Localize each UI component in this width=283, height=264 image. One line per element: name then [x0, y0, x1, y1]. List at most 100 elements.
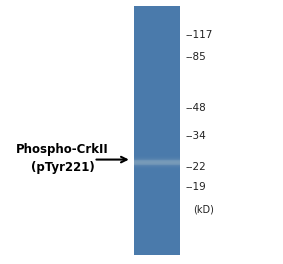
Bar: [134, 143, 179, 144]
Bar: [134, 46, 179, 48]
Bar: [134, 254, 179, 256]
Bar: [134, 12, 179, 13]
Bar: [134, 144, 179, 145]
Bar: [134, 7, 179, 8]
Text: --34: --34: [185, 131, 206, 141]
Bar: [134, 105, 179, 106]
Bar: [134, 199, 179, 200]
Bar: [134, 200, 179, 201]
Bar: [134, 209, 179, 210]
Bar: [134, 92, 179, 93]
Bar: [134, 177, 179, 178]
Bar: [134, 116, 179, 117]
Bar: [134, 241, 179, 242]
Bar: [134, 189, 179, 190]
Bar: [134, 98, 179, 99]
Bar: [134, 63, 179, 64]
Bar: [134, 70, 179, 72]
Bar: [134, 104, 179, 105]
Bar: [134, 52, 179, 53]
Bar: [134, 21, 179, 22]
Bar: [134, 160, 179, 162]
Bar: [134, 75, 179, 76]
Bar: [134, 175, 179, 176]
Bar: [134, 16, 179, 17]
Bar: [134, 174, 179, 175]
Bar: [134, 28, 179, 29]
Bar: [134, 242, 179, 243]
Bar: [134, 201, 179, 202]
Bar: [134, 170, 179, 171]
Bar: [134, 204, 179, 205]
Bar: [134, 248, 179, 249]
Bar: [134, 31, 179, 32]
Bar: [134, 159, 179, 160]
Bar: [134, 169, 179, 170]
Bar: [134, 41, 179, 43]
Bar: [134, 135, 179, 136]
Bar: [134, 150, 179, 152]
Bar: [134, 222, 179, 223]
Bar: [134, 26, 179, 27]
Bar: [134, 73, 179, 74]
Bar: [134, 206, 179, 207]
Bar: [134, 60, 179, 62]
Bar: [134, 190, 179, 191]
Bar: [134, 155, 179, 157]
Bar: [134, 12, 179, 13]
Bar: [134, 87, 179, 88]
Bar: [134, 138, 179, 139]
Bar: [134, 185, 179, 186]
Bar: [134, 246, 179, 247]
Bar: [134, 166, 179, 167]
Bar: [134, 130, 179, 131]
Bar: [134, 180, 179, 181]
Text: Phospho-CrkII: Phospho-CrkII: [16, 143, 109, 155]
Bar: [134, 123, 179, 124]
Bar: [134, 158, 179, 159]
Bar: [134, 103, 179, 104]
Bar: [134, 66, 179, 68]
Bar: [134, 219, 179, 220]
Bar: [134, 128, 179, 129]
Bar: [134, 198, 179, 199]
Bar: [134, 15, 179, 16]
Bar: [134, 11, 179, 12]
Bar: [134, 115, 179, 116]
Bar: [134, 224, 179, 225]
Bar: [134, 214, 179, 215]
Bar: [134, 65, 179, 66]
Bar: [134, 195, 179, 196]
Bar: [134, 118, 179, 119]
Bar: [134, 7, 179, 8]
Bar: [134, 139, 179, 140]
Bar: [134, 243, 179, 244]
Bar: [134, 77, 179, 78]
Bar: [134, 34, 179, 35]
Bar: [134, 102, 179, 103]
Bar: [134, 219, 179, 220]
Bar: [134, 62, 179, 63]
Bar: [134, 51, 179, 53]
Bar: [134, 210, 179, 211]
Bar: [134, 24, 179, 25]
Bar: [134, 121, 179, 122]
Bar: [134, 10, 179, 11]
Bar: [134, 33, 179, 34]
Bar: [134, 220, 179, 221]
Bar: [134, 53, 179, 54]
Bar: [134, 125, 179, 126]
Bar: [134, 204, 179, 206]
Bar: [134, 110, 179, 112]
Bar: [134, 180, 179, 181]
Bar: [134, 140, 179, 141]
Bar: [134, 85, 179, 86]
Bar: [134, 221, 179, 222]
Bar: [134, 90, 179, 91]
Bar: [134, 124, 179, 125]
Bar: [134, 50, 179, 51]
Bar: [134, 84, 179, 85]
Bar: [134, 41, 179, 42]
Bar: [134, 130, 179, 131]
Bar: [134, 203, 179, 204]
